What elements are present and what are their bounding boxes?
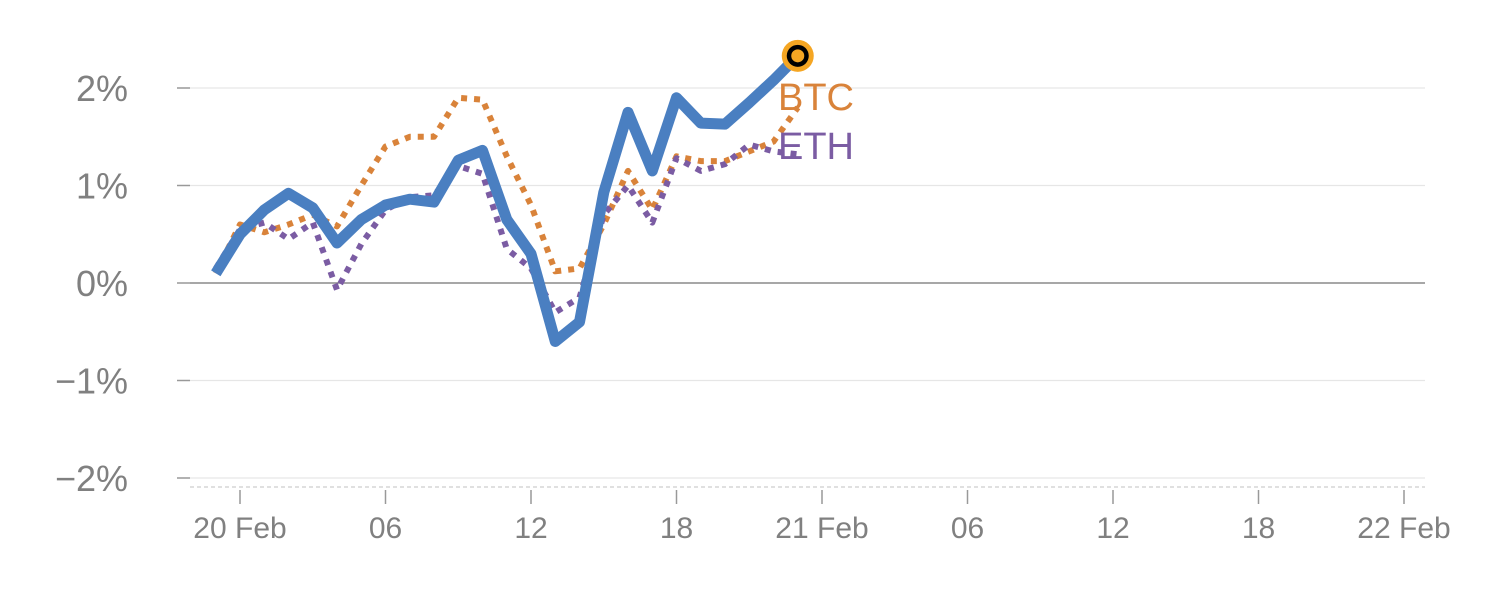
- end-marker: [781, 39, 814, 72]
- x-tick-label: 18: [1242, 512, 1275, 545]
- x-tick-label: 18: [660, 512, 693, 545]
- series-labels: BTC ETH: [778, 77, 854, 168]
- series-line-eth: [213, 141, 799, 316]
- x-tick-label: 12: [1096, 512, 1129, 545]
- end-marker-center: [791, 49, 805, 63]
- y-axis: 2% 1% 0% −1% −2%: [55, 68, 190, 499]
- y-tick-label: −1%: [55, 361, 128, 402]
- x-tick-label: 06: [951, 512, 984, 545]
- x-tick-label: 20 Feb: [193, 512, 286, 545]
- y-tick-label: 0%: [76, 263, 128, 304]
- y-tick-label: 1%: [76, 166, 128, 207]
- series-lines: [211, 51, 802, 347]
- grid-lines: [190, 87, 1425, 479]
- x-tick-label: 12: [514, 512, 547, 545]
- y-tick-label: 2%: [76, 68, 128, 109]
- series-line-main: [211, 51, 802, 347]
- x-tick-label: 21 Feb: [775, 512, 868, 545]
- series-label-eth: ETH: [778, 126, 854, 168]
- x-axis: 20 Feb 06 12 18 21 Feb 06 12 18 22 Feb: [190, 486, 1451, 545]
- x-tick-label: 06: [369, 512, 402, 545]
- series-label-btc: BTC: [778, 77, 854, 119]
- y-tick-label: −2%: [55, 458, 128, 499]
- x-tick-label: 22 Feb: [1357, 512, 1450, 545]
